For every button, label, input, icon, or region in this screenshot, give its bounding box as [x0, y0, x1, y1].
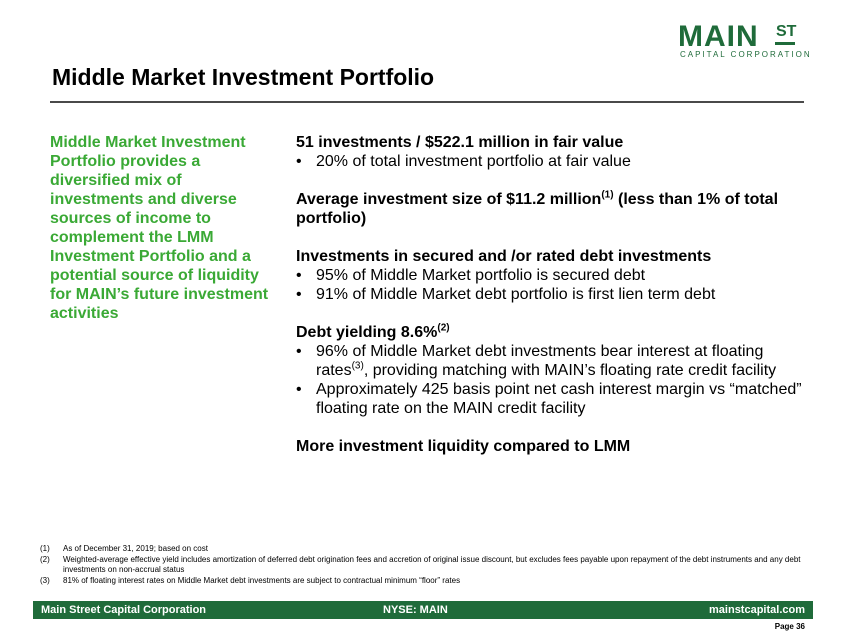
footer-bar: Main Street Capital Corporation NYSE: MA… — [33, 601, 813, 619]
footnotes: (1) As of December 31, 2019; based on cos… — [40, 544, 810, 587]
footer-company: Main Street Capital Corporation — [41, 604, 207, 616]
footer-website[interactable]: mainstcapital.com — [709, 604, 805, 616]
logo-wordmark: MAIN — [678, 20, 759, 53]
bullet-item: • Approximately 425 basis point net cash … — [296, 381, 802, 417]
bullet-icon: • — [296, 286, 302, 303]
logo-st-underline — [775, 42, 795, 45]
page-title: Middle Market Investment Portfolio — [52, 64, 435, 90]
title-divider — [50, 101, 804, 103]
footnote: (2) Weighted-average effective yield incl… — [40, 555, 801, 574]
bullet-icon: • — [296, 153, 302, 170]
page-number: Page 36 — [774, 622, 805, 631]
heading-average-size: Average investment size of $11.2 million… — [296, 189, 779, 227]
main-content: 51 investments / $522.1 million in fair … — [296, 133, 806, 456]
bullet-item: • 96% of Middle Market debt investments b… — [296, 343, 777, 379]
bullet-icon: • — [296, 267, 302, 284]
bullet-item: • 95% of Middle Market portfolio is secur… — [296, 267, 646, 284]
logo-subtitle: CAPITAL CORPORATION — [680, 50, 812, 59]
footer-ticker: NYSE: MAIN — [383, 604, 448, 616]
logo-st: ST — [776, 23, 797, 40]
bullet-icon: • — [296, 343, 302, 360]
heading-liquidity: More investment liquidity compared to LM… — [296, 438, 631, 455]
heading-secured-debt: Investments in secured and /or rated deb… — [296, 248, 712, 265]
company-logo: MAIN ST CAPITAL CORPORATION — [650, 20, 810, 62]
bullet-icon: • — [296, 381, 302, 398]
bullet-item: • 91% of Middle Market debt portfolio is … — [296, 286, 716, 303]
bullet-item: • 20% of total investment portfolio at fa… — [296, 153, 631, 170]
footnote: (1) As of December 31, 2019; based on cos… — [40, 544, 208, 553]
heading-investments: 51 investments / $522.1 million in fair … — [296, 134, 624, 151]
heading-debt-yield: Debt yielding 8.6%(2) — [296, 322, 450, 341]
sidebar-summary: Middle Market Investment Portfolio provi… — [50, 134, 269, 322]
footnote: (3) 81% of floating interest rates on Mid… — [40, 576, 461, 585]
